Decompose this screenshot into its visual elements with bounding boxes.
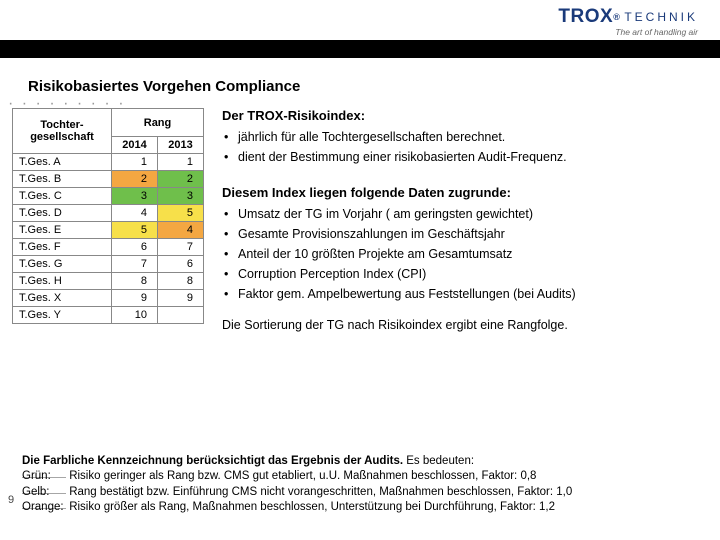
legend-text: Risiko größer als Rang, Maßnahmen beschl… (66, 501, 555, 513)
cell-2013: 2 (158, 171, 204, 188)
page-title: Risikobasiertes Vorgehen Compliance (28, 78, 300, 95)
cell-2014: 10 (112, 307, 158, 324)
risk-table: Tochter-gesellschaft Rang 2014 2013 T.Ge… (12, 108, 204, 324)
col-2014: 2014 (112, 137, 158, 154)
section2-list: Umsatz der TG im Vorjahr ( am geringsten… (222, 204, 708, 304)
footer-legend: Die Farbliche Kennzeichnung berücksichti… (22, 454, 698, 516)
legend-color-label: Gelb: (22, 485, 66, 501)
footer-lead-rest: Es bedeuten: (403, 455, 474, 467)
list-item: Corruption Perception Index (CPI) (222, 264, 708, 284)
table-row: T.Ges. F67 (13, 239, 204, 256)
list-item: Gesamte Provisionszahlungen im Geschäfts… (222, 224, 708, 244)
legend-text: Risiko geringer als Rang bzw. CMS gut et… (66, 470, 536, 482)
cell-label: T.Ges. A (13, 154, 112, 171)
cell-2014: 9 (112, 290, 158, 307)
brand-sub: TECHNIK (624, 10, 698, 24)
table-row: T.Ges. E54 (13, 222, 204, 239)
col-2013: 2013 (158, 137, 204, 154)
cell-2014: 2 (112, 171, 158, 188)
cell-label: T.Ges. C (13, 188, 112, 205)
cell-2013: 6 (158, 256, 204, 273)
footer-lead-bold: Die Farbliche Kennzeichnung berücksichti… (22, 455, 403, 467)
brand-name-text: TROX (558, 6, 613, 28)
brand-reg: ® (613, 12, 620, 22)
header-strip (0, 40, 720, 58)
cell-label: T.Ges. B (13, 171, 112, 188)
risk-table-wrap: Tochter-gesellschaft Rang 2014 2013 T.Ge… (12, 108, 204, 324)
cell-label: T.Ges. D (13, 205, 112, 222)
main-content: Tochter-gesellschaft Rang 2014 2013 T.Ge… (12, 108, 708, 332)
cell-label: T.Ges. G (13, 256, 112, 273)
list-item: Anteil der 10 größten Projekte am Gesamt… (222, 244, 708, 264)
legend-row: Orange: Risiko größer als Rang, Maßnahme… (22, 500, 698, 516)
list-item: jährlich für alle Tochtergesellschaften … (222, 127, 708, 147)
cell-2013: 5 (158, 205, 204, 222)
cell-2014: 5 (112, 222, 158, 239)
brand-logo: TROX® TECHNIK The art of handling air (558, 6, 698, 37)
cell-2013: 7 (158, 239, 204, 256)
page-number: 9 (8, 494, 14, 506)
brand-tagline: The art of handling air (558, 27, 698, 37)
col-subsidiary: Tochter-gesellschaft (13, 109, 112, 154)
legend-rows: Grün: Risiko geringer als Rang bzw. CMS … (22, 469, 698, 516)
cell-2013: 4 (158, 222, 204, 239)
legend-text: Rang bestätigt bzw. Einführung CMS nicht… (66, 486, 572, 498)
table-row: T.Ges. H88 (13, 273, 204, 290)
list-item: dient der Bestimmung einer risikobasiert… (222, 147, 708, 167)
list-item: Faktor gem. Ampelbewertung aus Feststell… (222, 284, 708, 304)
col-rank: Rang (112, 109, 204, 137)
legend-color-label: Orange: (22, 500, 66, 516)
cell-2013 (158, 307, 204, 324)
cell-2014: 3 (112, 188, 158, 205)
brand-name: TROX® TECHNIK (558, 6, 698, 28)
cell-2013: 1 (158, 154, 204, 171)
cell-2014: 1 (112, 154, 158, 171)
section1-heading: Der TROX-Risikoindex: (222, 108, 708, 123)
cell-2013: 9 (158, 290, 204, 307)
legend-row: Grün: Risiko geringer als Rang bzw. CMS … (22, 469, 698, 485)
cell-2014: 7 (112, 256, 158, 273)
text-column: Der TROX-Risikoindex: jährlich für alle … (222, 108, 708, 332)
section2-heading: Diesem Index liegen folgende Daten zugru… (222, 185, 708, 200)
table-body: T.Ges. A11T.Ges. B22T.Ges. C33T.Ges. D45… (13, 154, 204, 324)
table-row: T.Ges. C33 (13, 188, 204, 205)
cell-2013: 8 (158, 273, 204, 290)
section1-list: jährlich für alle Tochtergesellschaften … (222, 127, 708, 167)
cell-label: T.Ges. F (13, 239, 112, 256)
table-row: T.Ges. D45 (13, 205, 204, 222)
table-row: T.Ges. B22 (13, 171, 204, 188)
list-item: Umsatz der TG im Vorjahr ( am geringsten… (222, 204, 708, 224)
legend-row: Gelb: Rang bestätigt bzw. Einführung CMS… (22, 485, 698, 501)
table-row: T.Ges. G76 (13, 256, 204, 273)
cell-label: T.Ges. Y (13, 307, 112, 324)
cell-2014: 6 (112, 239, 158, 256)
cell-2013: 3 (158, 188, 204, 205)
cell-2014: 8 (112, 273, 158, 290)
cell-label: T.Ges. E (13, 222, 112, 239)
cell-2014: 4 (112, 205, 158, 222)
table-row: T.Ges. X99 (13, 290, 204, 307)
sort-note: Die Sortierung der TG nach Risikoindex e… (222, 318, 708, 332)
table-row: T.Ges. Y10 (13, 307, 204, 324)
legend-color-label: Grün: (22, 469, 66, 485)
table-row: T.Ges. A11 (13, 154, 204, 171)
cell-label: T.Ges. X (13, 290, 112, 307)
cell-label: T.Ges. H (13, 273, 112, 290)
